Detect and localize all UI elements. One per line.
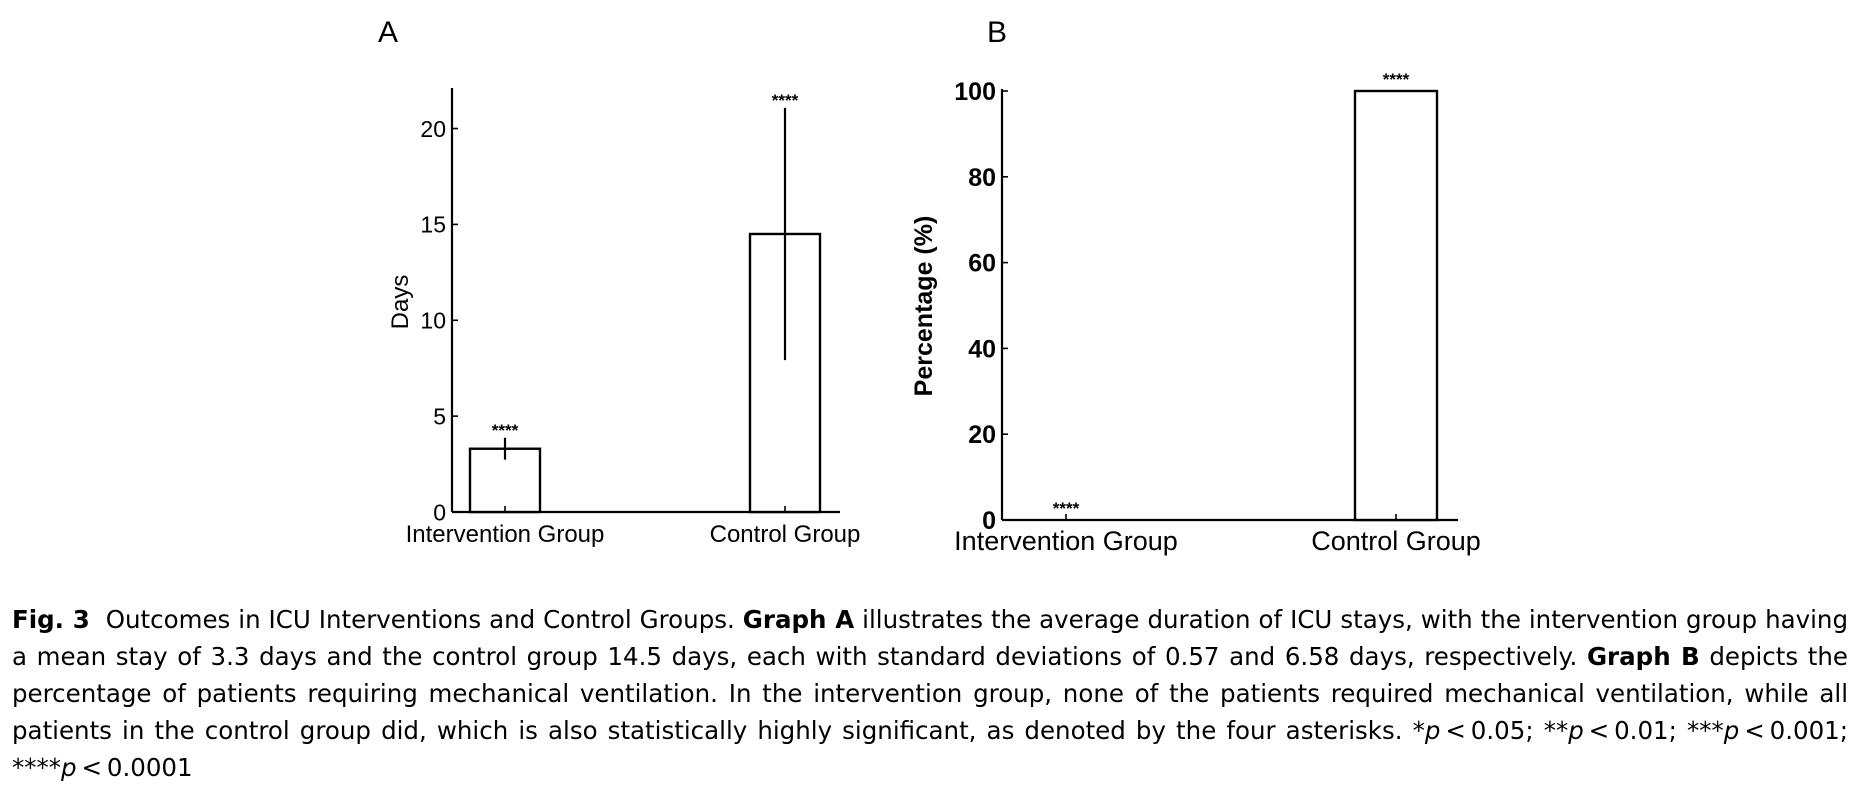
chart-b-y-tick-label: 80 [968, 164, 996, 192]
chart-a-y-tick-label: 10 [420, 308, 446, 334]
chart-b-y-tick-label: 60 [968, 250, 996, 278]
chart-a-significance: **** [492, 421, 519, 440]
caption-p-level-4: ****p < 0.0001 [12, 753, 193, 782]
chart-b-bar [1353, 89, 1439, 522]
caption-p-level-1: *p < 0.05; [1412, 716, 1534, 745]
panel-label-b: B [987, 16, 1007, 49]
chart-a: A Days 0 5 10 15 20 **** Intervention Group ***… [378, 16, 860, 548]
chart-a-category-label: Intervention Group [406, 521, 605, 548]
caption-p-level-3: ***p < 0.001; [1686, 716, 1849, 745]
chart-b-category-label: Control Group [1311, 526, 1481, 556]
chart-b-y-tick-label: 40 [968, 335, 996, 363]
chart-b-y-tick-label: 100 [954, 78, 996, 106]
caption-graph-b-text: depicts the percentage of patients requi… [12, 642, 1848, 745]
caption-fig-label: Fig. 3 [12, 605, 90, 634]
panel-label-a: A [378, 16, 398, 49]
plot-area-a: 0 5 10 15 20 **** Intervention Group **** Contro… [406, 88, 861, 548]
y-axis-label-b: Percentage (%) [910, 216, 938, 397]
figure-caption: Fig. 3 Outcomes in ICU Interventions and… [12, 601, 1848, 786]
chart-a-significance: **** [772, 91, 799, 110]
plot-area-b: 0 20 40 60 80 100 **** Intervention Group **** Co… [954, 70, 1481, 556]
caption-p-level-2: **p < 0.01; [1543, 716, 1677, 745]
chart-b-significance: **** [1053, 499, 1080, 518]
chart-b-significance: **** [1383, 70, 1410, 89]
chart-a-y-tick-label: 0 [433, 499, 446, 525]
caption-graph-b-label: Graph B [1586, 642, 1700, 671]
chart-a-y-tick-label: 20 [420, 116, 446, 142]
caption-graph-a-label: Graph A [742, 605, 855, 634]
chart-a-y-tick-label: 5 [433, 403, 446, 429]
caption-graph-a-text: illustrates the average duration of ICU … [12, 605, 1849, 671]
chart-b-y-tick-label: 20 [968, 421, 996, 449]
y-axis-label-a: Days [387, 275, 414, 330]
caption-intro: Outcomes in ICU Interventions and Contro… [105, 605, 735, 634]
chart-b-category-label: Intervention Group [954, 526, 1178, 556]
chart-b: B Percentage (%) 0 20 40 60 80 100 **** Interve… [910, 16, 1481, 556]
chart-a-category-label: Control Group [710, 521, 861, 548]
figure: A Days 0 5 10 15 20 **** Intervention Group ***… [378, 16, 1481, 556]
chart-a-y-tick-label: 15 [420, 212, 446, 238]
chart-b-y-tick-label: 0 [982, 507, 996, 535]
